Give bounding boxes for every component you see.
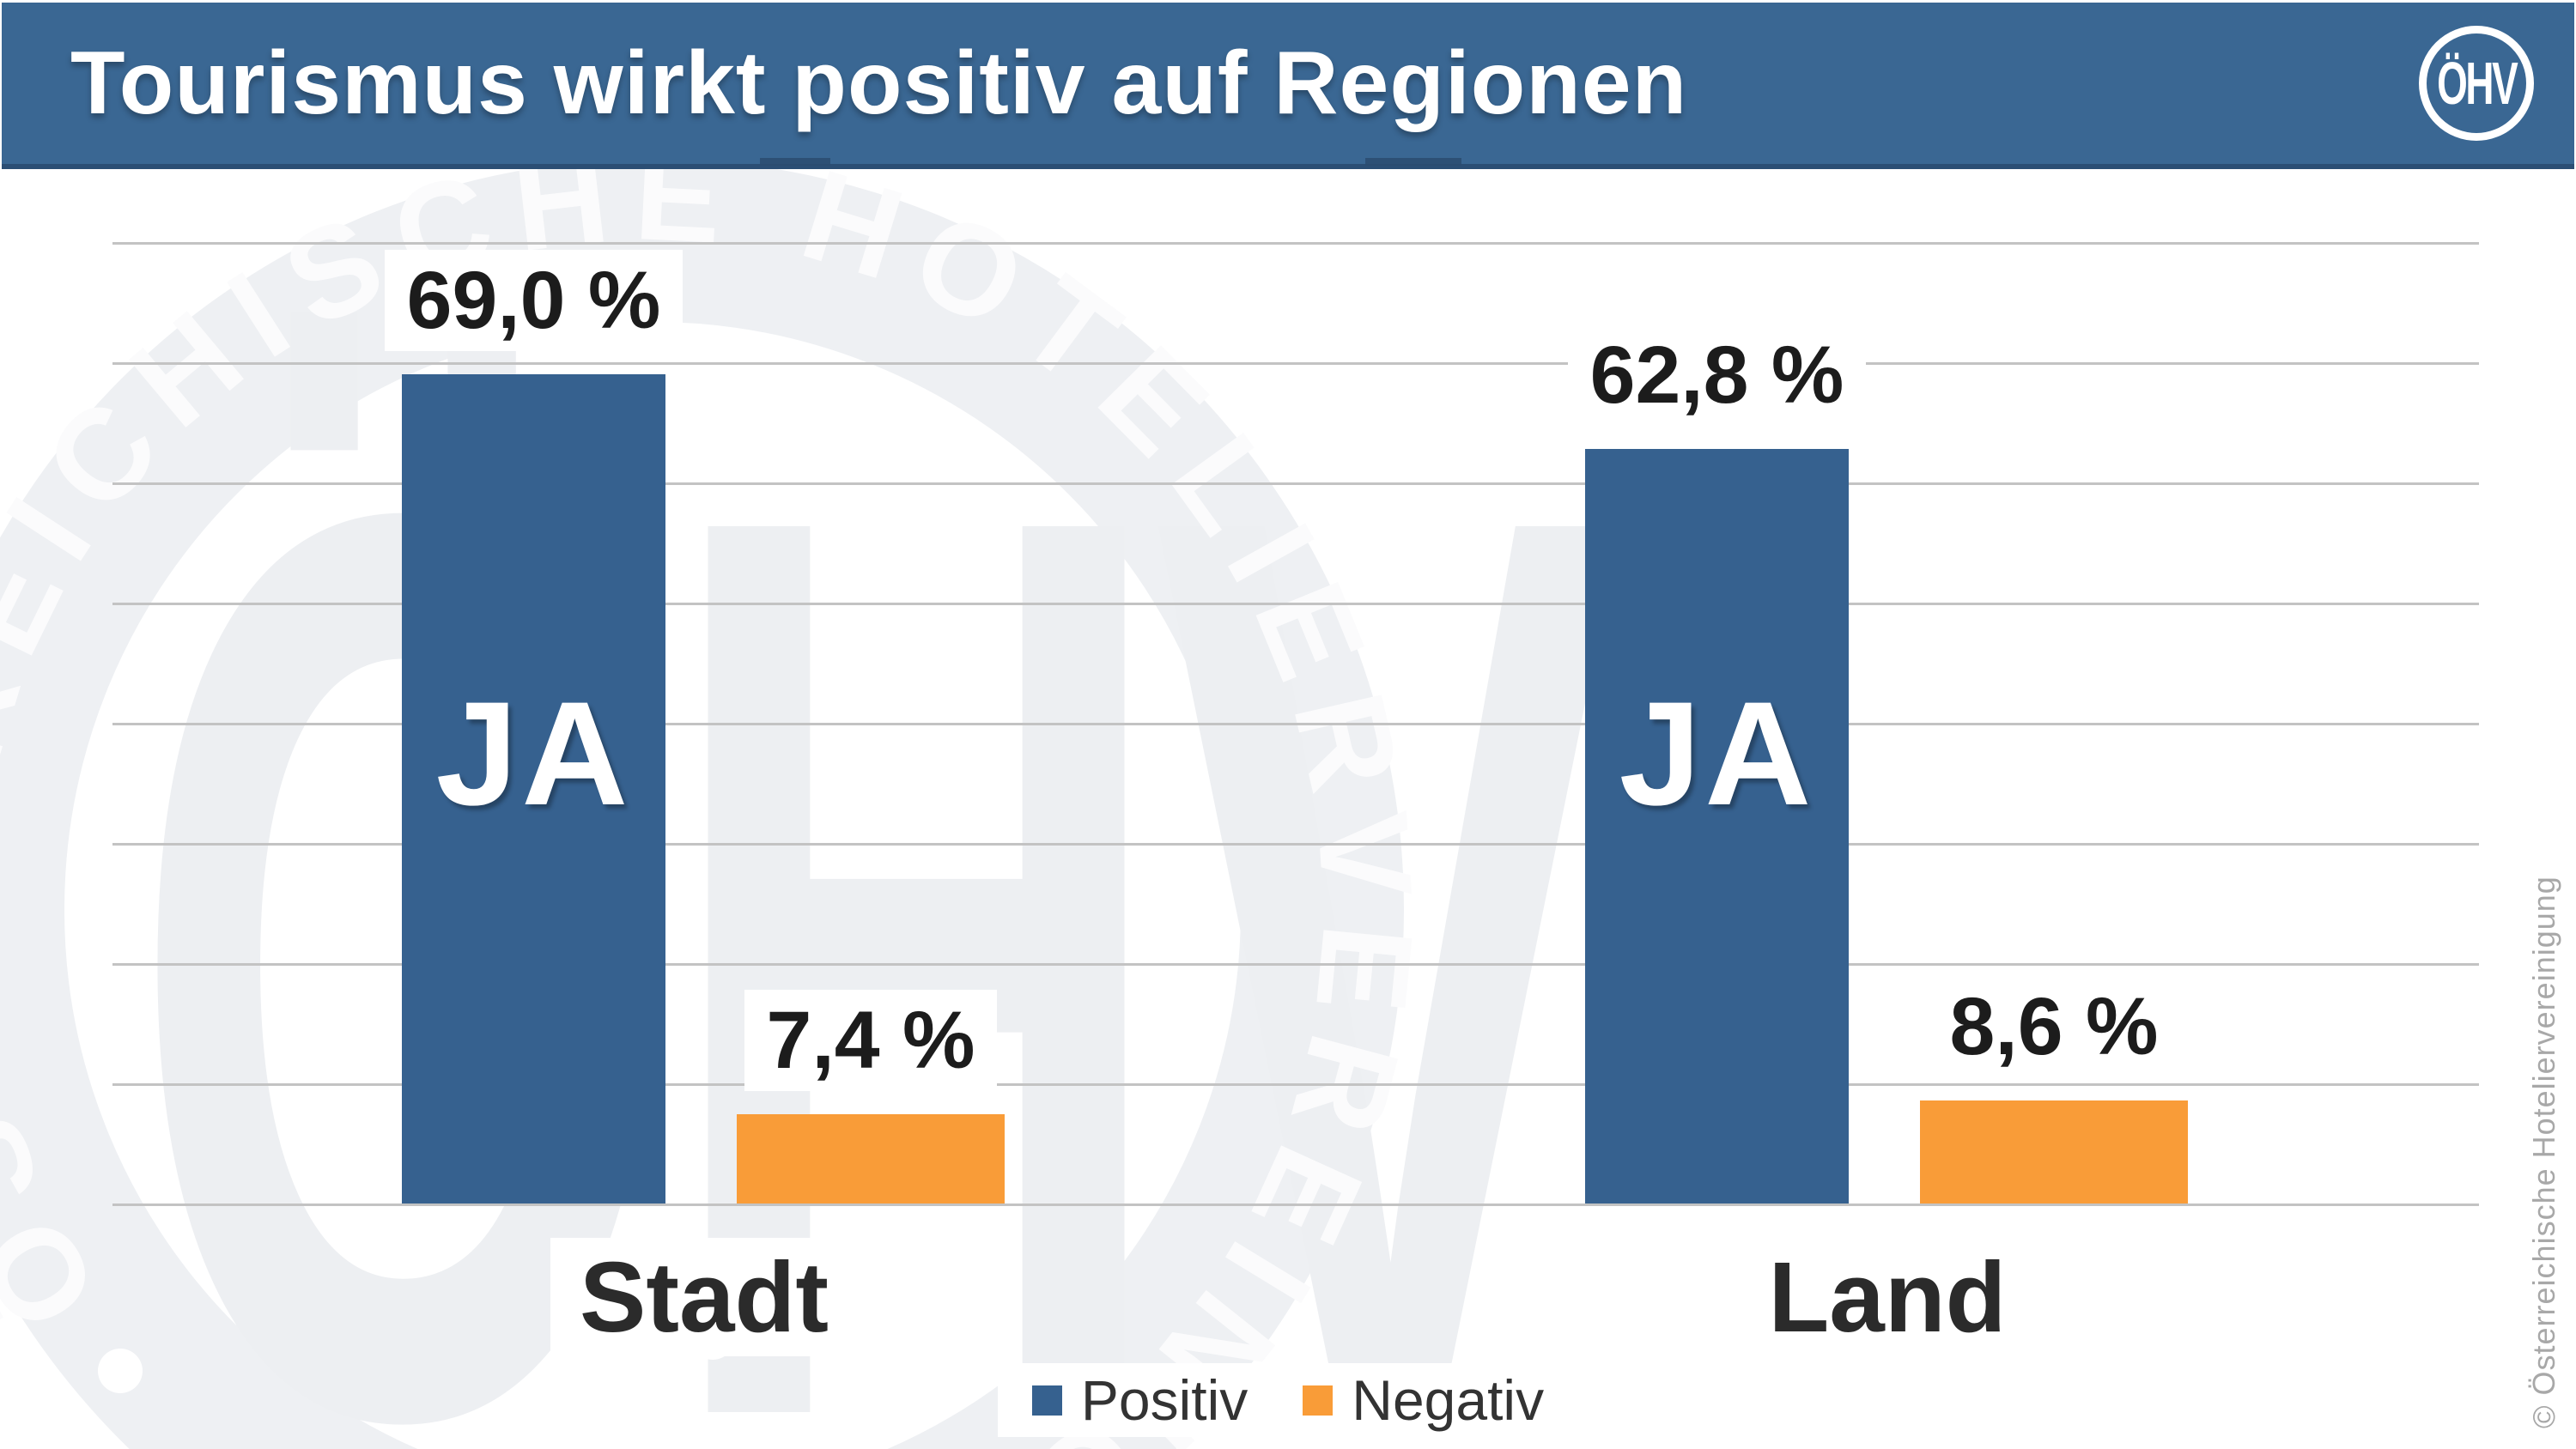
watermark-ring	[0, 159, 1404, 1449]
header-artifact	[1365, 158, 1461, 166]
watermark-monogram-text: ÖHV	[129, 246, 1630, 1449]
legend-label-positiv: Positiv	[1080, 1368, 1249, 1432]
bar-negativ-land	[1920, 1100, 2188, 1203]
legend-label-negativ: Negativ	[1352, 1368, 1545, 1432]
legend-swatch-positiv	[1031, 1385, 1062, 1416]
page-title: Tourismus wirkt positiv auf Regionen	[70, 33, 1688, 133]
header-artifact	[760, 158, 830, 166]
oehv-logo: ÖHV	[2419, 26, 2534, 141]
copyright-text: © Österreichische Hoteliervereinigung	[2526, 876, 2561, 1428]
bar-ja-text-stadt: JA	[435, 671, 632, 836]
bar-ja-text-land: JA	[1619, 671, 1815, 836]
bar-positiv-stadt	[402, 374, 665, 1203]
value-label-positiv-land: 62,8 %	[1460, 324, 1975, 426]
oehv-logo-text: ÖHV	[2436, 49, 2518, 117]
header-bar: Tourismus wirkt positiv auf Regionen ÖHV	[2, 3, 2574, 169]
watermark-dot	[98, 1349, 143, 1393]
value-label-negativ-stadt: 7,4 %	[613, 990, 1128, 1091]
legend-item-negativ: Negativ	[1303, 1372, 1544, 1428]
bar-positiv-land	[1585, 449, 1849, 1203]
category-label-stadt: Stadt	[361, 1238, 1048, 1356]
value-label-negativ-land: 8,6 %	[1796, 976, 2312, 1077]
legend-swatch-negativ	[1303, 1385, 1334, 1416]
legend: Positiv Negativ	[0, 1363, 2576, 1437]
category-label-land: Land	[1544, 1238, 2231, 1356]
bar-negativ-stadt	[737, 1114, 1005, 1203]
legend-item-positiv: Positiv	[1031, 1368, 1249, 1432]
value-label-positiv-stadt: 69,0 %	[276, 250, 792, 351]
